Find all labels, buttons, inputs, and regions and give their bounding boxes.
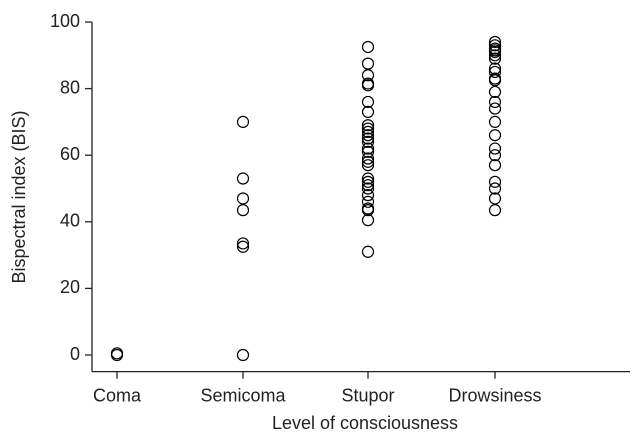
point — [488, 159, 502, 172]
point — [361, 69, 375, 82]
point — [488, 142, 502, 155]
point — [361, 129, 375, 142]
point — [488, 175, 502, 188]
point — [361, 245, 375, 258]
point — [488, 52, 502, 65]
x-axis-label: Level of consciousness — [272, 413, 458, 433]
point — [110, 348, 124, 362]
point — [488, 62, 502, 75]
point — [488, 204, 502, 217]
point — [488, 45, 502, 59]
point — [488, 65, 502, 79]
point — [236, 192, 250, 205]
point — [361, 179, 375, 192]
y-axis-label: Bispectral index (BIS) — [9, 110, 29, 283]
x-tick-label: Stupor — [341, 385, 394, 405]
point — [236, 237, 250, 250]
point — [488, 39, 502, 52]
y-tick-label: 0 — [70, 344, 80, 364]
point — [488, 74, 502, 87]
point — [361, 172, 375, 185]
point — [361, 135, 375, 148]
point — [488, 85, 502, 99]
point — [488, 102, 502, 115]
y-tick-label: 80 — [60, 77, 80, 97]
point — [361, 155, 375, 168]
point — [488, 95, 502, 109]
y-tick-label: 60 — [60, 144, 80, 164]
point — [236, 115, 250, 129]
point — [361, 57, 375, 70]
point — [361, 95, 375, 109]
x-tick-label: Semicoma — [200, 385, 286, 405]
point — [361, 105, 375, 119]
point — [361, 122, 375, 135]
point — [361, 204, 375, 217]
point — [236, 348, 250, 362]
point — [361, 182, 375, 195]
y-tick-label: 100 — [50, 11, 80, 31]
point — [361, 132, 375, 145]
point — [488, 115, 502, 129]
x-tick-label: Coma — [93, 385, 142, 405]
point — [236, 240, 250, 253]
point — [361, 145, 375, 158]
point — [361, 189, 375, 202]
point — [488, 35, 502, 49]
point — [488, 192, 502, 205]
point — [488, 149, 502, 162]
point — [488, 129, 502, 142]
point — [236, 172, 250, 185]
point — [361, 79, 375, 92]
point — [236, 204, 250, 217]
y-tick-label: 40 — [60, 211, 80, 231]
point — [361, 142, 375, 155]
x-tick-label: Drowsiness — [448, 385, 541, 405]
point — [361, 175, 375, 188]
point — [361, 119, 375, 132]
point — [361, 195, 375, 208]
point — [361, 214, 375, 227]
point — [488, 49, 502, 62]
point — [361, 125, 375, 138]
point — [361, 40, 375, 54]
point — [361, 152, 375, 165]
point — [488, 182, 502, 195]
point — [361, 159, 375, 172]
y-tick-label: 20 — [60, 277, 80, 297]
